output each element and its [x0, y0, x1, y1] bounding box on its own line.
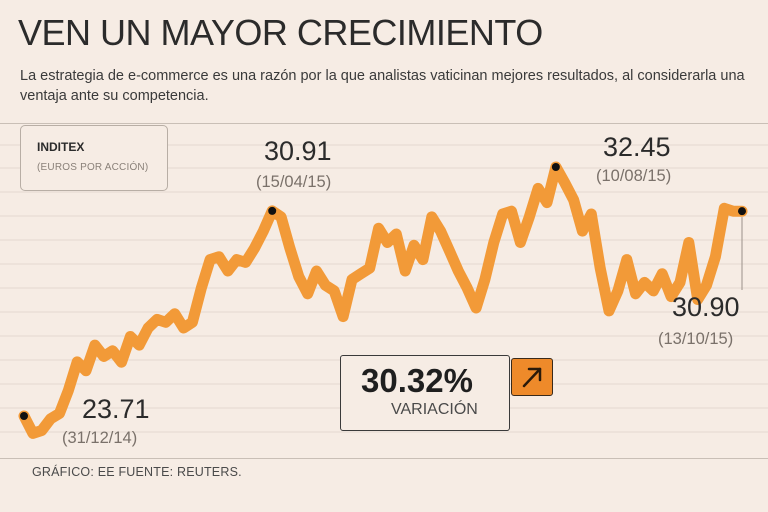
legend-title: INDITEX — [37, 140, 85, 154]
start-value-label: 23.71 — [82, 394, 150, 424]
top-divider — [0, 123, 768, 124]
april-peak-date-label: (15/04/15) — [256, 173, 332, 191]
variation-box: 30.32% VARIACIÓN — [340, 355, 510, 431]
legend-box: INDITEX (EUROS POR ACCIÓN) — [20, 125, 168, 191]
chart-subtitle: La estrategia de e-commerce es una razón… — [20, 68, 745, 104]
end-date-label: (13/10/15) — [658, 330, 734, 348]
august-peak-date-label: (10/08/15) — [596, 167, 672, 185]
bottom-divider — [0, 458, 768, 459]
arrow-up-right-icon — [511, 358, 553, 396]
legend-unit: (EUROS POR ACCIÓN) — [37, 162, 149, 173]
data-point-marker-2 — [551, 163, 560, 171]
series-line-inditex — [18, 161, 748, 439]
variation-value: 30.32% — [361, 362, 473, 399]
chart-title: VEN UN MAYOR CRECIMIENTO — [18, 12, 543, 53]
end-value-label: 30.90 — [672, 292, 740, 322]
source-note: GRÁFICO: EE FUENTE: REUTERS. — [32, 465, 242, 479]
august-peak-value-label: 32.45 — [603, 132, 671, 162]
start-date-label: (31/12/14) — [62, 429, 138, 447]
data-point-marker-0 — [20, 412, 28, 420]
data-point-marker-3 — [738, 207, 746, 216]
data-point-marker-1 — [268, 206, 277, 215]
april-peak-value-label: 30.91 — [264, 136, 332, 166]
variation-label: VARIACIÓN — [391, 401, 478, 418]
